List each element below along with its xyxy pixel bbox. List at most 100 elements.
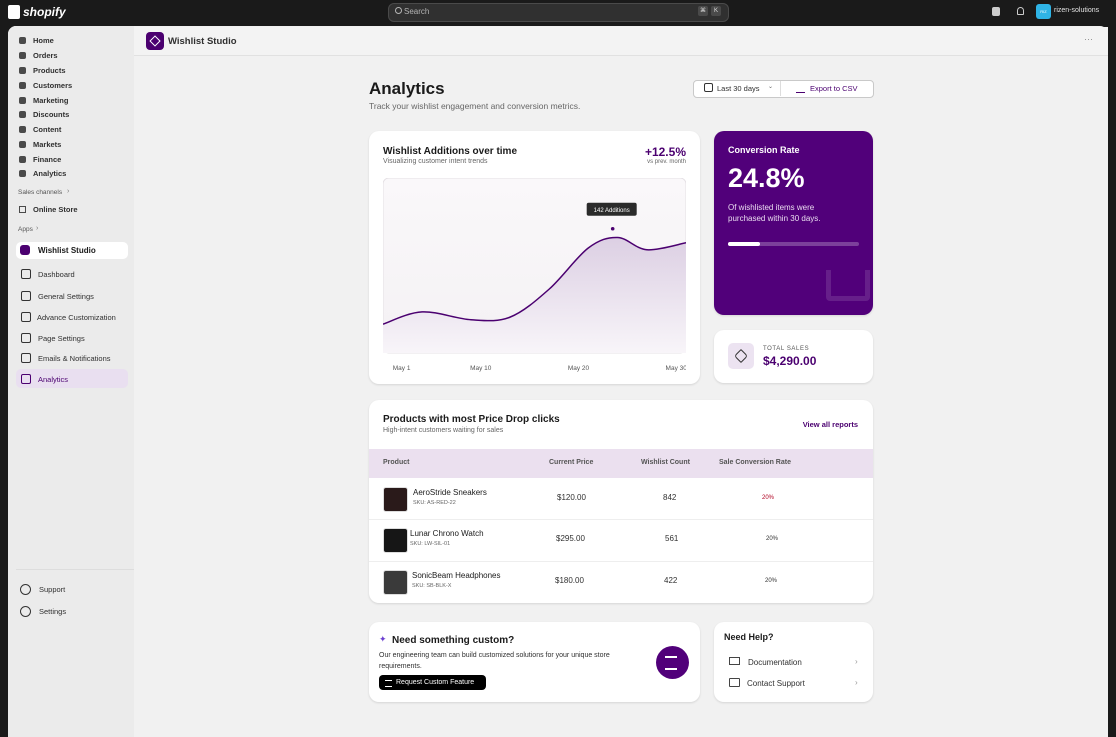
nav-item[interactable]: Marketing — [33, 96, 69, 105]
more-menu[interactable]: ··· — [1084, 34, 1093, 44]
table-header-cell: Current Price — [549, 459, 594, 466]
doc-icon — [729, 657, 740, 665]
section-label: Sales channels — [18, 189, 63, 196]
table-header — [369, 449, 873, 478]
bell-icon[interactable] — [1017, 7, 1024, 15]
change: +12.5% — [644, 145, 686, 159]
nav-item[interactable]: Markets — [33, 140, 62, 149]
tooltip-label: 142 Additions — [594, 208, 630, 214]
search-box[interactable] — [388, 3, 729, 22]
calendar-icon — [704, 83, 713, 92]
table-header-cell: Sale Conversion Rate — [719, 459, 791, 466]
product-name: AeroStride Sneakers — [413, 488, 487, 497]
chart-subtitle: Visualizing customer intent trends — [383, 158, 488, 165]
chart-title: Wishlist Additions over time — [383, 146, 517, 157]
page-title: Analytics — [369, 79, 445, 98]
nav-icon — [19, 37, 26, 44]
nav-icon — [19, 67, 26, 74]
nav-icon — [19, 82, 26, 89]
cart-icon — [826, 270, 870, 301]
nav-icon — [19, 170, 26, 177]
product-name: SonicBeam Headphones — [412, 571, 501, 580]
nav-item[interactable]: Content — [33, 125, 62, 134]
custom-title: Need something custom? — [392, 635, 515, 646]
nav-item[interactable]: Products — [33, 66, 66, 75]
product-sku: SKU: LW-SIL-01 — [410, 541, 451, 547]
conversion-value: 24.8% — [728, 163, 805, 193]
footer-item[interactable]: Support — [39, 585, 66, 594]
product-sku: SKU: AS-RED-22 — [413, 500, 456, 506]
app-nav-item[interactable]: Dashboard — [38, 270, 75, 279]
sales-label: TOTAL SALES — [763, 346, 810, 352]
store-icon[interactable] — [992, 7, 1000, 16]
app-nav-item[interactable]: Page Settings — [38, 334, 85, 343]
nav-icon — [21, 353, 31, 363]
divider — [780, 81, 781, 96]
chevron: › — [67, 188, 70, 195]
nav-item[interactable]: Analytics — [33, 169, 67, 178]
custom-button-bg[interactable] — [379, 675, 486, 690]
chevron: › — [36, 225, 39, 232]
chat-icon — [729, 678, 740, 687]
chevron: › — [855, 678, 858, 687]
app-nav-item[interactable]: Emails & Notifications — [38, 354, 111, 363]
app-nav-item[interactable]: Analytics — [38, 375, 69, 384]
app-nav-item[interactable]: Advance Customization — [37, 313, 116, 322]
edit-lines — [665, 656, 677, 670]
sparkle-icon: ✦ — [379, 634, 387, 644]
help-link[interactable]: Documentation — [748, 658, 802, 667]
app-item-bg — [16, 369, 128, 388]
nav-icon — [21, 269, 31, 279]
store-name[interactable]: rizen-solutions — [1054, 7, 1100, 14]
line — [383, 236, 686, 325]
help-link[interactable]: Contact Support — [747, 679, 805, 688]
avatar[interactable]: RIZ — [1036, 4, 1051, 19]
nav-icon — [21, 312, 31, 322]
table-header-cell: Product — [383, 459, 410, 466]
conversion-card — [714, 131, 873, 315]
footer-item[interactable]: Settings — [39, 607, 67, 616]
nav-item[interactable]: Home — [33, 36, 54, 45]
area — [383, 237, 686, 353]
progress-bar — [728, 242, 761, 246]
nav-item[interactable]: Finance — [33, 155, 62, 164]
table-header-cell: Wishlist Count — [641, 459, 690, 466]
chart: May 1 May 10 May 20 May 30 142 Additions — [383, 178, 686, 372]
app-icon — [20, 245, 30, 255]
table-title: Products with most Price Drop clicks — [383, 414, 560, 425]
nav-icon — [19, 52, 26, 59]
nav-item[interactable]: Customers — [33, 81, 73, 90]
chevron: › — [855, 657, 858, 666]
brand: shopify — [23, 5, 66, 19]
nav-item[interactable]: Online Store — [33, 205, 78, 214]
kbd: ⌘ — [698, 6, 708, 16]
conversion-rate: 20% — [766, 536, 779, 542]
table-subtitle: High-intent customers waiting for sales — [383, 427, 504, 434]
nav-icon — [21, 333, 31, 343]
date-range[interactable]: Last 30 days — [717, 84, 760, 93]
nav-icon — [19, 141, 26, 148]
footer-icon — [20, 606, 31, 617]
app-icon — [146, 32, 164, 50]
chevron: ⌄ — [768, 84, 774, 90]
kbd: K — [711, 6, 721, 16]
table-card — [369, 400, 873, 603]
app-nav-item[interactable]: General Settings — [38, 292, 94, 301]
nav-item[interactable]: Orders — [33, 51, 58, 60]
custom-button[interactable]: Request Custom Feature — [396, 679, 475, 686]
logo-icon — [8, 5, 20, 19]
price: $295.00 — [556, 534, 585, 543]
tooltip-point — [610, 226, 615, 231]
view-reports-link[interactable]: View all reports — [802, 420, 858, 429]
app-item[interactable]: Wishlist Studio — [38, 246, 96, 255]
nav-icon — [19, 97, 26, 104]
product-image — [383, 570, 408, 595]
price: $120.00 — [557, 493, 586, 502]
custom-text: Our engineering team can build customize… — [379, 652, 610, 670]
nav-item[interactable]: Discounts — [33, 110, 70, 119]
export-button[interactable]: Export to CSV — [810, 84, 858, 93]
download-icon — [796, 83, 805, 93]
progress-track — [728, 242, 859, 246]
help-title: Need Help? — [724, 632, 774, 642]
